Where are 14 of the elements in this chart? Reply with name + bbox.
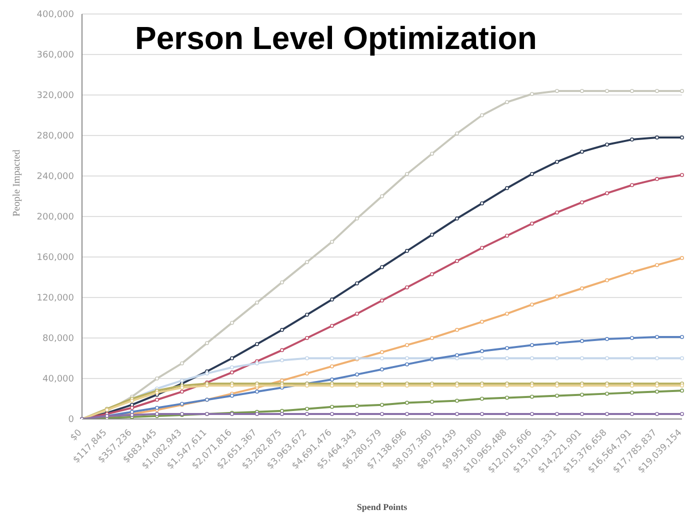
- y-tick-label: 0: [68, 415, 74, 426]
- y-tick-label: 360,000: [36, 50, 74, 61]
- y-tick-label: 80,000: [42, 334, 74, 344]
- y-tick-label: 280,000: [36, 132, 74, 142]
- x-axis-title: Spend Points: [356, 502, 408, 512]
- y-tick-label: 400,000: [36, 10, 74, 20]
- y-tick-label: 120,000: [36, 294, 74, 304]
- y-tick-label: 160,000: [36, 253, 74, 264]
- y-axis-title: People Impacted: [12, 150, 23, 216]
- y-tick-label: 200,000: [36, 212, 74, 223]
- y-tick-label: 40,000: [42, 374, 74, 385]
- y-tick-label: 320,000: [36, 91, 74, 102]
- y-tick-label: 240,000: [36, 172, 74, 182]
- chart-title: Person Level Optimization: [135, 20, 537, 57]
